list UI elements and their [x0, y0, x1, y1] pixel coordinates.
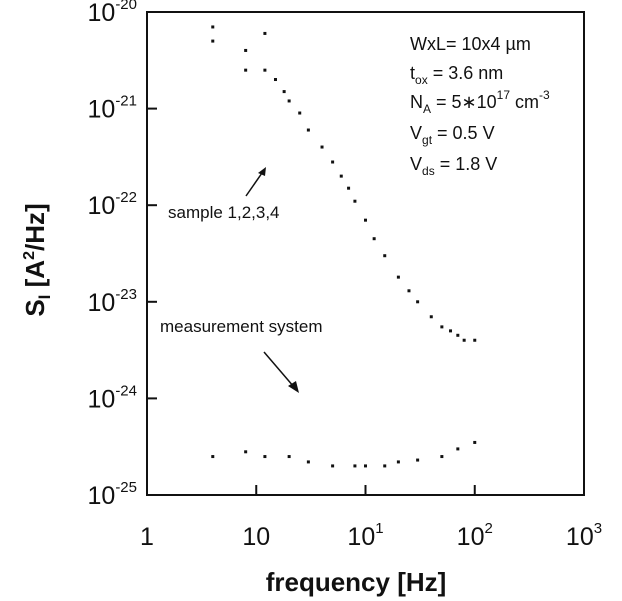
sample-point — [372, 237, 376, 241]
y-tick-label: 10-24 — [88, 382, 138, 413]
sample-point — [429, 315, 433, 319]
sample-point — [456, 333, 460, 337]
y-tick-label: 10-23 — [88, 286, 138, 317]
annotation-samples-arrowhead — [258, 167, 266, 176]
sample-point — [211, 39, 215, 43]
sample-point — [263, 31, 267, 35]
sample-point — [306, 128, 310, 132]
sample-point — [273, 78, 277, 82]
sample-point — [440, 325, 444, 329]
annotation-system-arrowhead — [288, 381, 299, 393]
system-point — [456, 447, 460, 451]
x-tick-label: 1 — [140, 523, 154, 551]
x-tick-label: 102 — [457, 520, 493, 551]
sample-point — [364, 218, 367, 222]
system-point — [416, 458, 420, 462]
sample-point — [347, 186, 351, 190]
y-axis-label: SI [A2/Hz] — [20, 203, 54, 316]
system-point — [263, 455, 267, 459]
param-line-1: WxL= 10x4 µm — [410, 34, 531, 54]
sample-point — [211, 25, 215, 29]
x-tick-label: 101 — [347, 520, 383, 551]
system-point — [211, 455, 215, 459]
annotation-samples: sample 1,2,3,4 — [168, 203, 280, 222]
system-point — [383, 464, 387, 468]
device-parameters: WxL= 10x4 µm tox = 3.6 nm NA = 5∗1017 cm… — [410, 34, 550, 178]
system-point — [473, 440, 477, 444]
param-line-5: Vds = 1.8 V — [410, 154, 497, 178]
sample-point — [263, 68, 267, 72]
y-tick-label: 10-22 — [88, 189, 138, 220]
param-line-4: Vgt = 0.5 V — [410, 123, 495, 147]
sample-point — [396, 275, 400, 279]
system-point — [364, 464, 367, 468]
system-point — [306, 460, 310, 464]
annotation-system-arrow — [263, 351, 295, 388]
sample-point — [449, 329, 453, 333]
y-tick-label: 10-20 — [88, 0, 138, 27]
y-tick-label: 10-25 — [88, 479, 138, 510]
system-point — [440, 455, 444, 459]
sample-point — [353, 199, 357, 203]
annotation-samples-arrow — [245, 172, 263, 197]
y-tick-label: 10-21 — [88, 93, 138, 124]
system-point — [396, 460, 400, 464]
system-point — [244, 450, 248, 454]
system-point — [331, 464, 335, 468]
annotation-system: measurement system — [160, 317, 323, 336]
sample-point — [383, 254, 387, 258]
param-line-2: tox = 3.6 nm — [410, 63, 503, 87]
x-tick-label: 103 — [566, 520, 602, 551]
system-point — [353, 464, 357, 468]
x-axis-ticks: 110101102103104 — [140, 485, 602, 551]
param-line-3: NA = 5∗1017 cm-3 — [410, 88, 550, 116]
sample-point — [244, 48, 248, 52]
sample-point — [287, 99, 291, 103]
y-axis-ticks: 10-20 10-21 10-22 10-23 10-24 10-25 — [88, 0, 157, 510]
sample-point — [298, 111, 302, 115]
x-tick-label: 10 — [242, 523, 270, 551]
sample-point — [473, 338, 477, 342]
sample-point — [282, 90, 286, 94]
sample-point — [407, 289, 411, 293]
sample-point — [339, 174, 343, 178]
plot-frame — [146, 11, 585, 496]
system-point — [287, 455, 291, 459]
sample-point — [244, 68, 248, 72]
sample-point — [462, 338, 466, 342]
data-points — [211, 25, 477, 468]
sample-point — [320, 145, 324, 149]
sample-point — [416, 300, 420, 304]
x-axis-label: frequency [Hz] — [266, 567, 447, 597]
sample-point — [331, 160, 335, 164]
